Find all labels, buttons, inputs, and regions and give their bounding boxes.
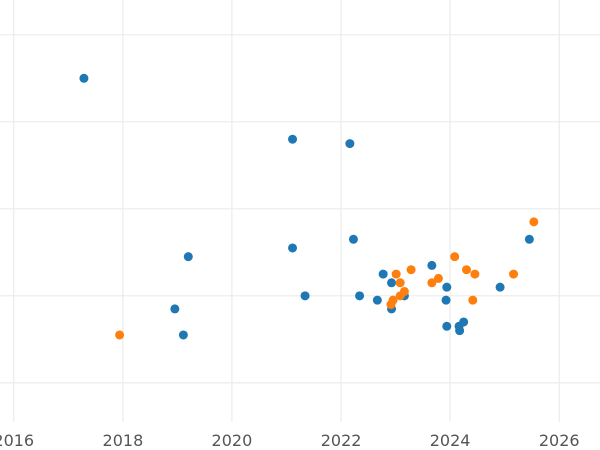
data-point: [427, 260, 437, 270]
data-point: [348, 234, 358, 244]
data-point: [300, 291, 310, 301]
data-point: [441, 295, 451, 305]
x-tick-label: 2020: [212, 431, 253, 450]
data-point: [399, 286, 409, 296]
data-point: [170, 304, 180, 314]
data-point: [427, 278, 437, 288]
data-point: [178, 330, 188, 340]
data-point: [529, 217, 539, 227]
data-point: [288, 134, 298, 144]
data-point: [391, 269, 401, 279]
data-point: [509, 269, 519, 279]
data-point: [355, 291, 365, 301]
data-points: [79, 73, 539, 340]
data-point: [378, 269, 388, 279]
data-point: [495, 282, 505, 292]
data-point: [288, 243, 298, 253]
data-point: [524, 234, 534, 244]
data-point: [387, 278, 397, 288]
data-point: [345, 139, 355, 149]
series-1: [79, 73, 534, 340]
data-point: [462, 265, 472, 275]
grid-layer: [0, 0, 600, 422]
data-point: [395, 278, 405, 288]
data-point: [468, 295, 478, 305]
data-point: [372, 295, 382, 305]
data-point: [115, 330, 125, 340]
x-tick-label: 2022: [321, 431, 362, 450]
data-point: [470, 269, 480, 279]
data-point: [459, 317, 469, 327]
x-axis-ticks: 2016 2018 2020 2022 2024 2026: [0, 431, 580, 450]
data-point: [388, 295, 398, 305]
data-point: [450, 252, 460, 262]
series-2: [115, 217, 539, 340]
data-point: [455, 326, 465, 336]
x-tick-label: 2024: [430, 431, 471, 450]
x-tick-label: 2018: [103, 431, 144, 450]
x-tick-label: 2026: [539, 431, 580, 450]
data-point: [183, 252, 193, 262]
x-tick-label: 2016: [0, 431, 34, 450]
data-point: [433, 273, 443, 283]
data-point: [442, 282, 452, 292]
data-point: [79, 73, 89, 83]
data-point: [406, 265, 416, 275]
data-point: [442, 321, 452, 331]
